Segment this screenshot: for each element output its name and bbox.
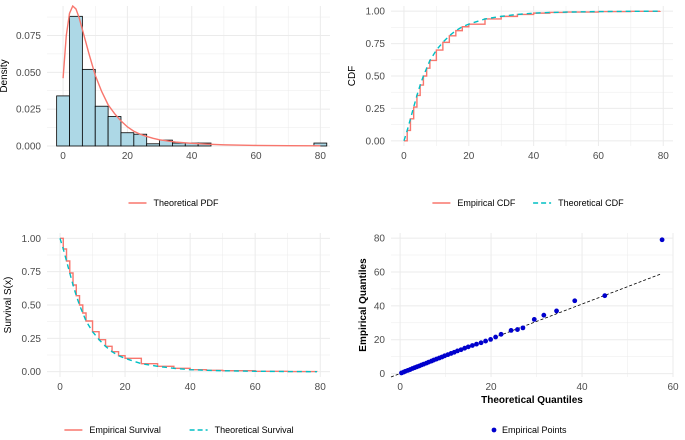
- x-tick-label: 20: [120, 382, 132, 393]
- empirical-point: [508, 328, 514, 333]
- legend-label: Theoretical CDF: [558, 198, 624, 208]
- y-tick-label: 20: [374, 335, 386, 346]
- y-tick-label: 60: [374, 267, 386, 278]
- x-tick-label: 20: [486, 382, 498, 393]
- empirical-point: [493, 334, 499, 340]
- histogram-bar: [81, 68, 96, 147]
- empirical-point: [572, 298, 578, 304]
- x-tick-label: 0: [57, 382, 63, 393]
- y-tick-label: 0.00: [366, 136, 386, 147]
- y-tick-label: 1.00: [22, 234, 42, 245]
- histogram-bar: [146, 143, 160, 147]
- x-tick-label: 20: [463, 151, 475, 162]
- pdf-line: [62, 4, 321, 147]
- y-tick-label: 0.025: [16, 105, 41, 116]
- legend-label: Theoretical PDF: [154, 198, 220, 208]
- empirical-point: [462, 345, 468, 351]
- y-axis-title: Empirical Quantiles: [358, 258, 369, 352]
- y-tick-label: 0.75: [22, 267, 42, 278]
- panel-4: 0 20 40 60 0 20 40 60 80 Empirical Quantiles Theor…: [358, 233, 679, 435]
- empirical-point: [515, 327, 520, 332]
- empirical-point: [470, 343, 475, 348]
- y-tick-label: 0.000: [16, 142, 41, 153]
- histogram-bar: [69, 15, 83, 147]
- panel-1: 0 20 40 60 80 0.000 0.025 0.050 0.075 Density Theo…: [0, 4, 330, 208]
- x-tick-label: 80: [315, 382, 327, 393]
- y-tick-label: 40: [374, 301, 386, 312]
- empirical-point: [659, 237, 665, 243]
- histogram-bar: [313, 142, 328, 147]
- x-tick-label: 40: [185, 382, 197, 393]
- empirical-point: [465, 344, 471, 350]
- y-axis-title: Density: [0, 59, 10, 92]
- y-tick-label: 0.00: [22, 367, 42, 378]
- y-tick-label: 0.050: [16, 68, 41, 79]
- y-tick-label: 0.50: [366, 72, 386, 83]
- empirical-point: [474, 341, 479, 347]
- panel-2: 0 20 40 60 80 0.00 0.25 0.50 0.75 1.00 CDF Empirica…: [347, 6, 673, 208]
- empirical-point: [488, 336, 494, 342]
- legend-label: Empirical Points: [502, 425, 567, 435]
- legend-label: Empirical CDF: [457, 198, 516, 208]
- y-tick-label: 0.25: [366, 104, 386, 115]
- x-axis-title: Theoretical Quantiles: [481, 395, 583, 406]
- y-tick-label: 0.075: [16, 31, 41, 42]
- y-tick-label: 0.50: [22, 301, 42, 312]
- legend-label: Theoretical Survival: [215, 425, 294, 435]
- x-tick-label: 40: [186, 151, 198, 162]
- x-tick-label: 40: [528, 151, 540, 162]
- empirical-point: [602, 293, 608, 299]
- empirical-point: [541, 312, 547, 318]
- x-tick-label: 20: [122, 151, 134, 162]
- theoretical-line: [59, 238, 317, 373]
- y-axis-title: Survival S(x): [3, 277, 14, 334]
- empirical-point: [531, 317, 537, 322]
- y-axis-title: CDF: [347, 66, 358, 87]
- legend: Empirical CDF Theoretical CDF: [432, 198, 624, 208]
- empirical-point: [483, 338, 489, 344]
- y-tick-label: 0: [379, 369, 385, 380]
- empirical-point: [458, 347, 464, 353]
- legend-label: Empirical Survival: [89, 425, 161, 435]
- y-tick-label: 1.00: [366, 7, 386, 18]
- x-tick-label: 60: [593, 151, 605, 162]
- empirical-point: [498, 331, 504, 337]
- x-tick-label: 60: [250, 151, 262, 162]
- panel-3: 0 20 40 60 80 0.00 0.25 0.50 0.75 1.00 Survival S(…: [3, 233, 330, 435]
- empirical-point: [455, 348, 460, 354]
- x-tick-label: 80: [315, 151, 327, 162]
- legend-key-point: [491, 427, 497, 433]
- y-tick-label: 0.25: [22, 334, 42, 345]
- x-tick-label: 60: [250, 382, 262, 393]
- x-tick-label: 40: [576, 382, 588, 393]
- empirical-point: [554, 308, 559, 314]
- x-tick-label: 0: [401, 151, 407, 162]
- histogram-bar: [56, 95, 70, 147]
- reference-line: [390, 273, 662, 378]
- histogram-bar: [172, 142, 186, 147]
- theoretical-line: [403, 10, 661, 142]
- empirical-point: [478, 340, 484, 346]
- y-tick-label: 0.75: [366, 39, 386, 50]
- legend: Theoretical PDF: [128, 198, 220, 208]
- legend: Empirical Survival Theoretical Survival: [64, 425, 294, 435]
- x-tick-label: 0: [60, 151, 66, 162]
- empirical-point: [520, 325, 526, 331]
- plot-background: [391, 233, 673, 377]
- histogram-bar: [120, 132, 135, 147]
- histogram-bar: [107, 116, 122, 147]
- y-tick-label: 80: [374, 234, 386, 245]
- x-tick-label: 60: [667, 382, 679, 393]
- histogram-bar: [94, 105, 109, 147]
- x-tick-label: 80: [658, 151, 670, 162]
- x-tick-label: 0: [397, 382, 403, 393]
- legend: Empirical Points: [491, 425, 567, 435]
